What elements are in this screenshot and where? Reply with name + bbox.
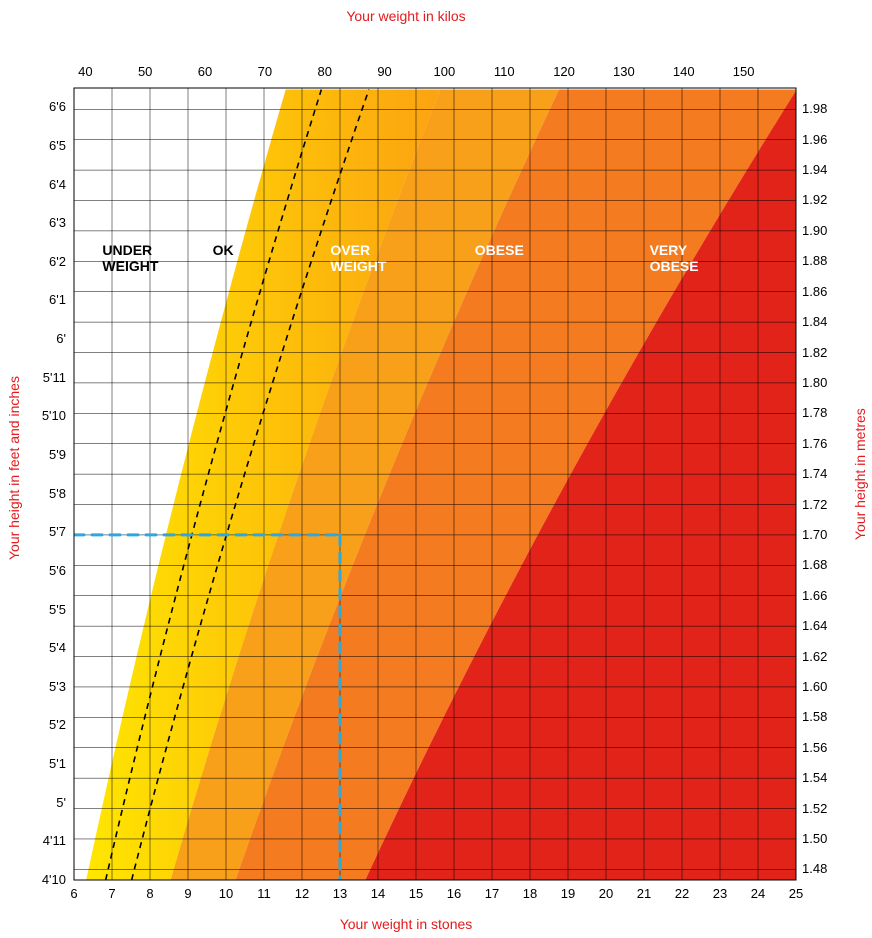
tick-label: 1.60: [802, 679, 846, 694]
axis-title-right: Your height in metres: [852, 320, 868, 540]
tick-label: 5'2: [26, 717, 66, 732]
tick-label: 24: [738, 886, 778, 901]
tick-label: 12: [282, 886, 322, 901]
region-label: VERY OBESE: [650, 242, 699, 274]
tick-label: 1.58: [802, 709, 846, 724]
tick-label: 6'6: [26, 99, 66, 114]
tick-label: 5'7: [26, 524, 66, 539]
tick-label: 17: [472, 886, 512, 901]
tick-label: 1.54: [802, 770, 846, 785]
axis-title-bottom: Your weight in stones: [0, 916, 812, 932]
tick-label: 1.82: [802, 345, 846, 360]
tick-label: 5'10: [26, 408, 66, 423]
tick-label: 1.50: [802, 831, 846, 846]
tick-label: 14: [358, 886, 398, 901]
tick-label: 5'1: [26, 756, 66, 771]
tick-label: 5'9: [26, 447, 66, 462]
tick-label: 11: [244, 886, 284, 901]
tick-label: 1.92: [802, 192, 846, 207]
tick-label: 1.78: [802, 405, 846, 420]
tick-label: 5'6: [26, 563, 66, 578]
tick-label: 1.72: [802, 497, 846, 512]
tick-label: 5'8: [26, 486, 66, 501]
tick-label: 1.52: [802, 801, 846, 816]
tick-label: 6: [54, 886, 94, 901]
tick-label: 1.68: [802, 557, 846, 572]
tick-label: 1.66: [802, 588, 846, 603]
tick-label: 1.96: [802, 132, 846, 147]
tick-label: 50: [125, 64, 165, 79]
tick-label: 1.88: [802, 253, 846, 268]
region-label: OBESE: [475, 242, 524, 258]
tick-label: 8: [130, 886, 170, 901]
tick-label: 90: [365, 64, 405, 79]
tick-label: 140: [664, 64, 704, 79]
axis-title-left: Your height in feet and inches: [6, 300, 22, 560]
tick-label: 20: [586, 886, 626, 901]
bmi-chart: { "chart": { "type": "bmi-region-chart",…: [0, 0, 872, 938]
tick-label: 4'11: [26, 833, 66, 848]
tick-label: 6'1: [26, 292, 66, 307]
tick-label: 1.76: [802, 436, 846, 451]
tick-label: 1.62: [802, 649, 846, 664]
tick-label: 1.74: [802, 466, 846, 481]
tick-label: 5'3: [26, 679, 66, 694]
tick-label: 1.98: [802, 101, 846, 116]
tick-label: 15: [396, 886, 436, 901]
tick-label: 5'11: [26, 370, 66, 385]
tick-label: 1.64: [802, 618, 846, 633]
region-label: OVER WEIGHT: [330, 242, 386, 274]
tick-label: 6'5: [26, 138, 66, 153]
tick-label: 1.56: [802, 740, 846, 755]
region-label: OK: [213, 242, 234, 258]
tick-label: 25: [776, 886, 816, 901]
tick-label: 1.86: [802, 284, 846, 299]
tick-label: 6'4: [26, 177, 66, 192]
tick-label: 21: [624, 886, 664, 901]
tick-label: 18: [510, 886, 550, 901]
tick-label: 130: [604, 64, 644, 79]
tick-label: 5': [26, 795, 66, 810]
axis-title-top: Your weight in kilos: [0, 8, 812, 24]
tick-label: 1.94: [802, 162, 846, 177]
tick-label: 22: [662, 886, 702, 901]
tick-label: 6': [26, 331, 66, 346]
tick-label: 5'4: [26, 640, 66, 655]
tick-label: 1.80: [802, 375, 846, 390]
tick-label: 16: [434, 886, 474, 901]
tick-label: 120: [544, 64, 584, 79]
tick-label: 1.70: [802, 527, 846, 542]
tick-label: 110: [484, 64, 524, 79]
tick-label: 1.84: [802, 314, 846, 329]
tick-label: 150: [724, 64, 764, 79]
tick-label: 70: [245, 64, 285, 79]
tick-label: 4'10: [26, 872, 66, 887]
tick-label: 9: [168, 886, 208, 901]
tick-label: 100: [424, 64, 464, 79]
tick-label: 7: [92, 886, 132, 901]
tick-label: 23: [700, 886, 740, 901]
tick-label: 6'2: [26, 254, 66, 269]
tick-label: 60: [185, 64, 225, 79]
tick-label: 6'3: [26, 215, 66, 230]
tick-label: 13: [320, 886, 360, 901]
tick-label: 1.48: [802, 861, 846, 876]
tick-label: 80: [305, 64, 345, 79]
tick-label: 5'5: [26, 602, 66, 617]
tick-label: 1.90: [802, 223, 846, 238]
tick-label: 40: [65, 64, 105, 79]
region-label: UNDER WEIGHT: [102, 242, 158, 274]
tick-label: 19: [548, 886, 588, 901]
tick-label: 10: [206, 886, 246, 901]
plot-area: [0, 0, 872, 938]
